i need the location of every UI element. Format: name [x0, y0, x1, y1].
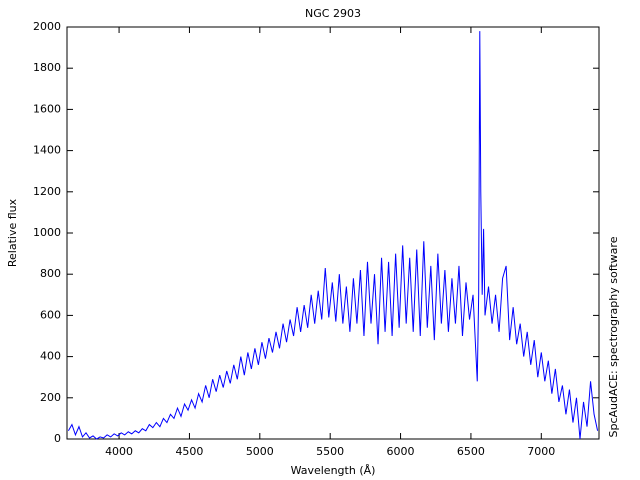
x-tick-label: 7000: [527, 445, 555, 458]
plot-frame: [66, 26, 600, 440]
x-axis-label: Wavelength (Å): [291, 464, 376, 477]
y-axis-label: Relative flux: [6, 198, 19, 267]
x-tick-label: 5000: [246, 445, 274, 458]
y-tick-label: 1000: [33, 226, 61, 239]
y-tick-label: 400: [40, 350, 61, 363]
right-label: SpcAudACE: spectrography software: [607, 236, 620, 437]
y-tick-label: 2000: [33, 20, 61, 33]
x-tick-label: 6000: [387, 445, 415, 458]
y-tick-label: 800: [40, 267, 61, 280]
y-tick-label: 600: [40, 308, 61, 321]
y-tick-label: 1400: [33, 144, 61, 157]
y-tick-label: 1600: [33, 102, 61, 115]
spectrum-line: [67, 31, 599, 440]
chart-title: NGC 2903: [305, 7, 361, 20]
y-tick-label: 1200: [33, 185, 61, 198]
x-tick-label: 5500: [316, 445, 344, 458]
y-tick-label: 0: [54, 432, 61, 445]
y-tick-label: 200: [40, 391, 61, 404]
x-tick-label: 4500: [175, 445, 203, 458]
y-tick-label: 1800: [33, 61, 61, 74]
x-tick-label: 4000: [105, 445, 133, 458]
x-tick-label: 6500: [457, 445, 485, 458]
